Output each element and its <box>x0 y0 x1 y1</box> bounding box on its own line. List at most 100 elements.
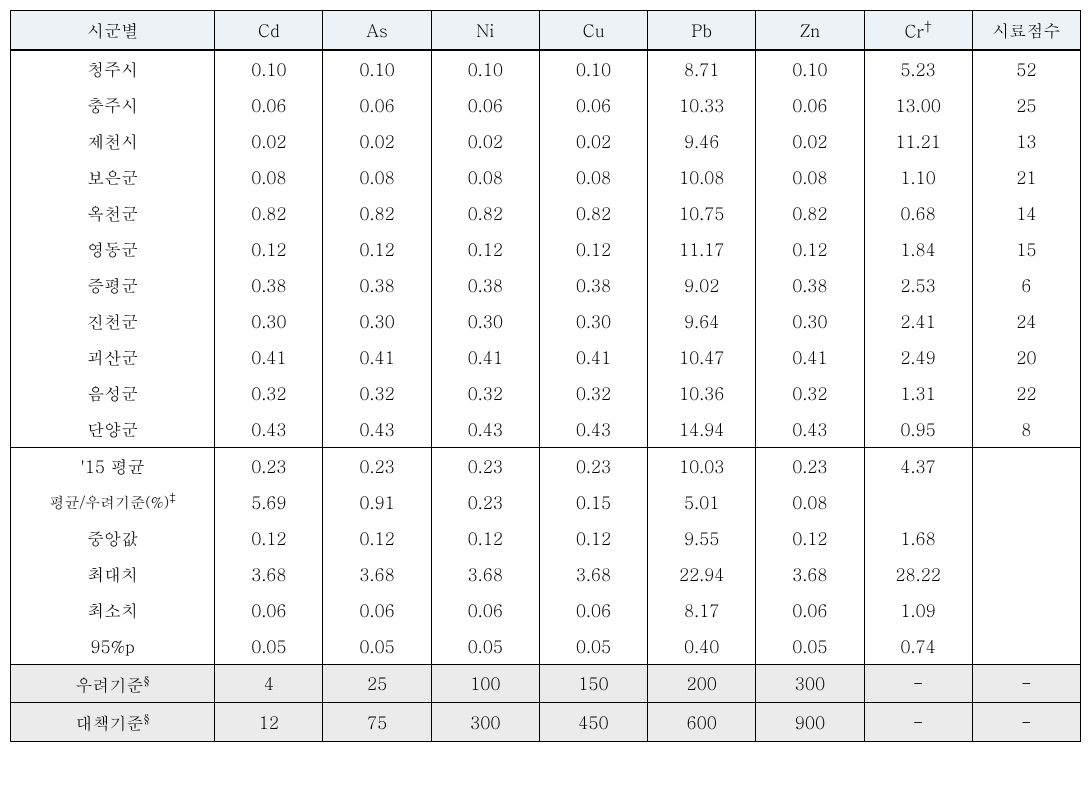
cell: 300 <box>431 703 539 742</box>
cell: 0.23 <box>215 447 323 484</box>
cell: 0.10 <box>756 50 864 87</box>
cell: 75 <box>323 703 431 742</box>
cell: 0.38 <box>756 267 864 303</box>
cell: 1.31 <box>864 375 972 411</box>
cell: 0.06 <box>539 87 647 123</box>
cell: 0.23 <box>323 447 431 484</box>
cell: 13 <box>972 123 1080 159</box>
cell: 0.82 <box>431 195 539 231</box>
cell: 0.43 <box>215 411 323 448</box>
table-row: 제천시0.020.020.020.029.460.0211.2113 <box>11 123 1081 159</box>
cell: 0.06 <box>539 592 647 628</box>
table-row: 진천군0.300.300.300.309.640.302.4124 <box>11 303 1081 339</box>
cell: 0.08 <box>756 484 864 520</box>
row-label: 대책기준§ <box>11 703 215 742</box>
cell: 0.43 <box>539 411 647 448</box>
cell: 0.68 <box>864 195 972 231</box>
cell: 10.75 <box>648 195 756 231</box>
row-label: 평균/우려기준(%)‡ <box>11 484 215 520</box>
cell: 10.33 <box>648 87 756 123</box>
table-row: 청주시0.100.100.100.108.710.105.2352 <box>11 50 1081 87</box>
table-row: 평균/우려기준(%)‡5.690.910.230.155.010.08 <box>11 484 1081 520</box>
cell: 0.06 <box>215 87 323 123</box>
cell: 1.84 <box>864 231 972 267</box>
col-header: Ni <box>431 11 539 50</box>
cell: 0.12 <box>323 231 431 267</box>
cell: 2.53 <box>864 267 972 303</box>
cell: 3.68 <box>323 556 431 592</box>
row-label: 단양군 <box>11 411 215 448</box>
row-label: 음성군 <box>11 375 215 411</box>
cell: 0.12 <box>215 231 323 267</box>
cell: 9.64 <box>648 303 756 339</box>
cell: 0.08 <box>323 159 431 195</box>
cell: 0.41 <box>215 339 323 375</box>
row-label: 괴산군 <box>11 339 215 375</box>
row-label: 옥천군 <box>11 195 215 231</box>
cell: 0.82 <box>215 195 323 231</box>
col-header: 시군별 <box>11 11 215 50</box>
row-label: 최대치 <box>11 556 215 592</box>
cell: 0.02 <box>539 123 647 159</box>
cell: 0.30 <box>215 303 323 339</box>
cell: 0.23 <box>539 447 647 484</box>
cell: 8.17 <box>648 592 756 628</box>
cell: 0.05 <box>756 628 864 665</box>
cell: 25 <box>323 664 431 703</box>
cell: 0.08 <box>756 159 864 195</box>
col-header: Cu <box>539 11 647 50</box>
cell: 0.91 <box>323 484 431 520</box>
cell: 0.41 <box>539 339 647 375</box>
cell: 5.01 <box>648 484 756 520</box>
cell: 200 <box>648 664 756 703</box>
cell: 0.32 <box>215 375 323 411</box>
cell <box>972 592 1080 628</box>
cell: 0.38 <box>431 267 539 303</box>
row-label: 95%p <box>11 628 215 665</box>
cell: 0.40 <box>648 628 756 665</box>
cell: 1.10 <box>864 159 972 195</box>
col-header: Zn <box>756 11 864 50</box>
cell: - <box>972 703 1080 742</box>
table-row: 최소치0.060.060.060.068.170.061.09 <box>11 592 1081 628</box>
cell: 150 <box>539 664 647 703</box>
cell <box>972 484 1080 520</box>
cell: 3.68 <box>215 556 323 592</box>
cell: 0.12 <box>756 520 864 556</box>
cell: 0.38 <box>215 267 323 303</box>
cell: 0.02 <box>756 123 864 159</box>
row-label: 증평군 <box>11 267 215 303</box>
cell: 0.30 <box>323 303 431 339</box>
cell: 11.17 <box>648 231 756 267</box>
row-label: 우려기준§ <box>11 664 215 703</box>
table-row: 증평군0.380.380.380.389.020.382.536 <box>11 267 1081 303</box>
cell: 14 <box>972 195 1080 231</box>
cell: 3.68 <box>539 556 647 592</box>
table-row: 중앙값0.120.120.120.129.550.121.68 <box>11 520 1081 556</box>
table-row: 괴산군0.410.410.410.4110.470.412.4920 <box>11 339 1081 375</box>
cell: 0.12 <box>539 231 647 267</box>
cell: 14.94 <box>648 411 756 448</box>
cell: 0.12 <box>431 231 539 267</box>
cell: 0.43 <box>431 411 539 448</box>
cell: 10.36 <box>648 375 756 411</box>
cell: 10.47 <box>648 339 756 375</box>
cell: 0.05 <box>431 628 539 665</box>
cell: 0.06 <box>215 592 323 628</box>
cell: 3.68 <box>756 556 864 592</box>
cell: 0.10 <box>215 50 323 87</box>
row-label: 제천시 <box>11 123 215 159</box>
stats-rows: '15 평균0.230.230.230.2310.030.234.37평균/우려… <box>11 447 1081 664</box>
table-row: 우려기준§425100150200300-- <box>11 664 1081 703</box>
cell: 0.12 <box>215 520 323 556</box>
cell: 0.43 <box>323 411 431 448</box>
cell <box>864 484 972 520</box>
cell: 12 <box>215 703 323 742</box>
cell: 0.06 <box>431 87 539 123</box>
cell: 24 <box>972 303 1080 339</box>
cell: 100 <box>431 664 539 703</box>
row-label: '15 평균 <box>11 447 215 484</box>
cell: 0.06 <box>756 87 864 123</box>
cell: 0.82 <box>756 195 864 231</box>
cell: 0.23 <box>756 447 864 484</box>
